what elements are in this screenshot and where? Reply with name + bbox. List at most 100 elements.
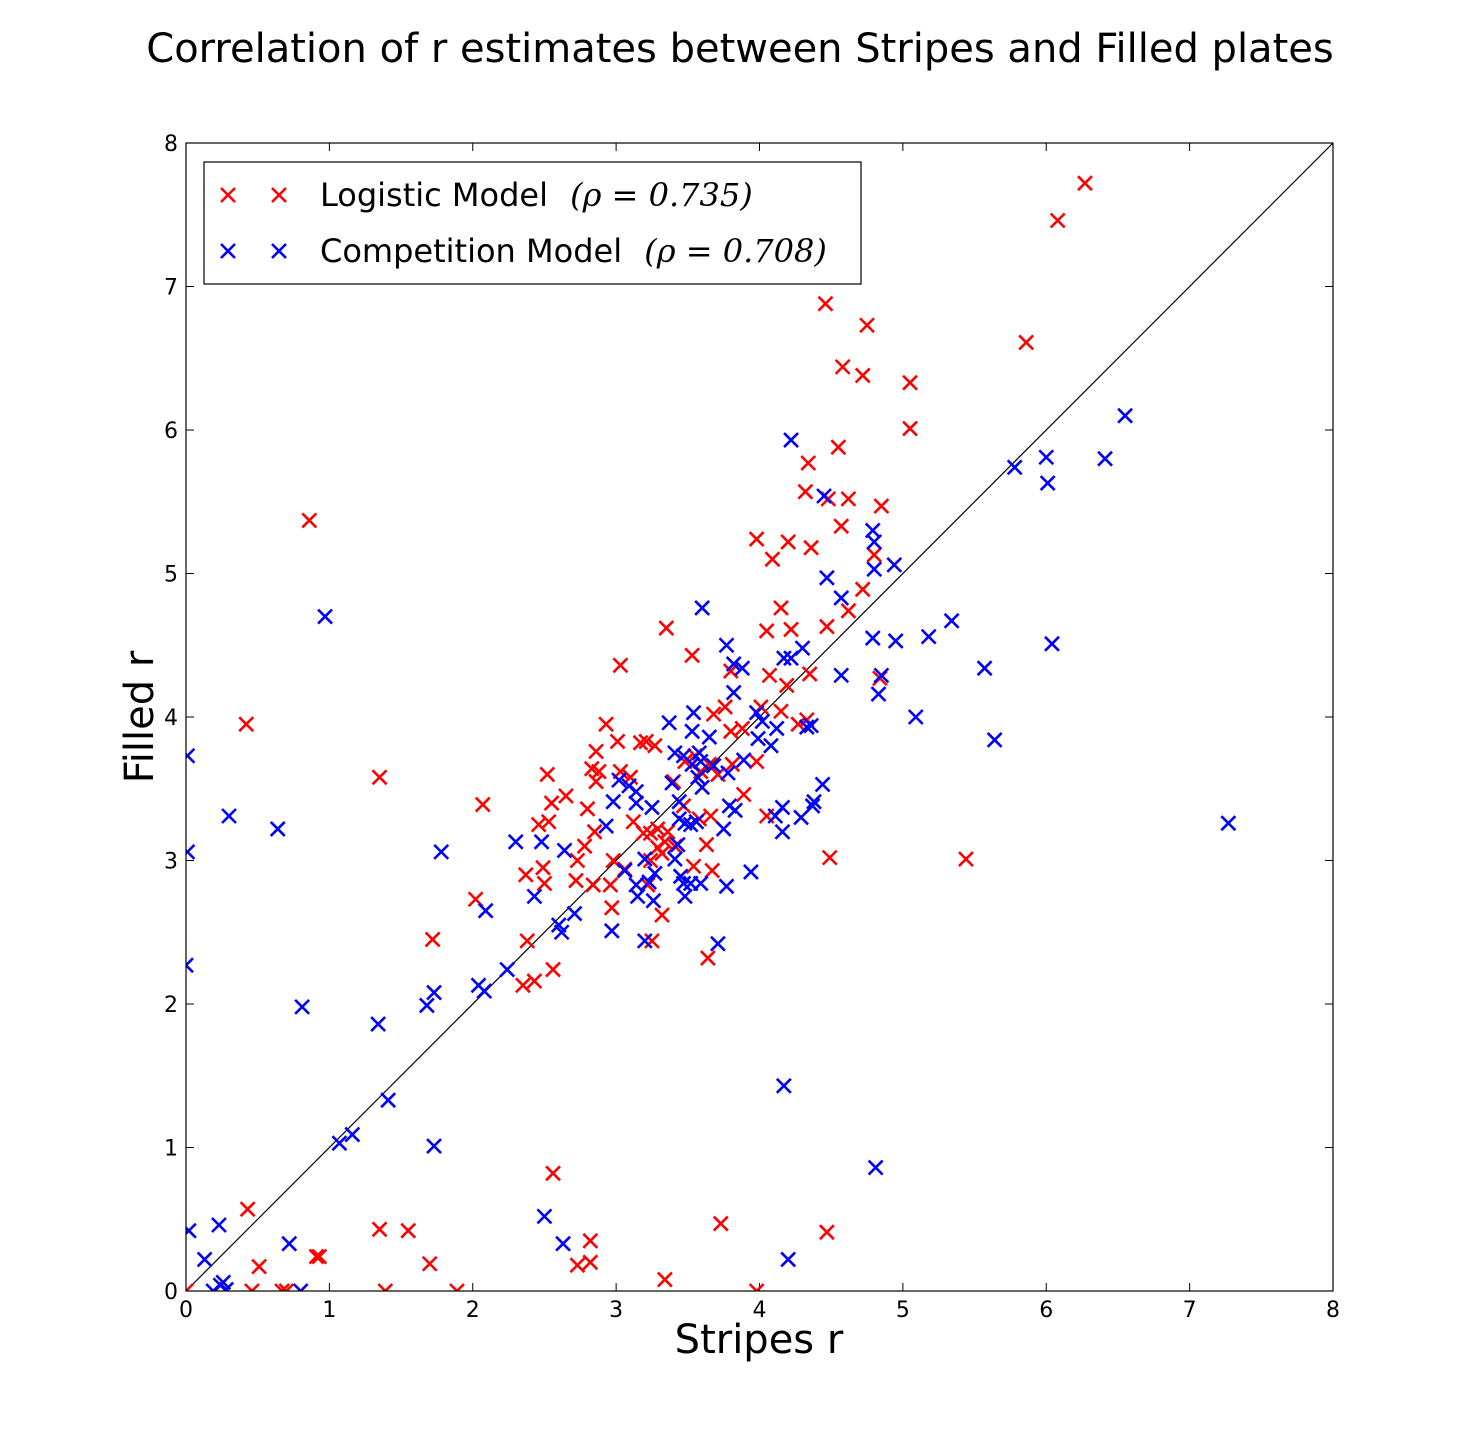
logistic-point	[400, 1222, 417, 1239]
competition-point	[689, 769, 706, 786]
competition-point	[710, 935, 726, 952]
legend-marker-logistic	[220, 187, 236, 203]
logistic-point	[658, 620, 675, 636]
competition-point	[603, 922, 620, 939]
competition-point	[426, 984, 442, 1001]
logistic-point	[377, 1283, 394, 1291]
competition-point	[418, 997, 435, 1014]
competition-point	[669, 836, 686, 853]
competition-point	[605, 793, 622, 810]
competition-point	[684, 756, 701, 773]
x-tick-label: 2	[466, 1298, 480, 1323]
legend-competition-rho: (ρ = 0.708)	[644, 232, 827, 270]
chart-title: Correlation of r estimates between Strip…	[146, 26, 1333, 72]
logistic-point	[517, 866, 534, 883]
competition-point	[793, 809, 809, 826]
competition-point	[380, 1092, 397, 1109]
competition-point	[1097, 450, 1113, 467]
logistic-point	[684, 647, 701, 664]
competition-point	[688, 813, 705, 830]
logistic-point	[582, 1232, 599, 1249]
y-tick-label: 6	[164, 419, 178, 444]
logistic-point	[371, 1221, 388, 1238]
competition-point	[685, 704, 702, 721]
logistic-point	[598, 716, 615, 733]
competition-point	[526, 888, 543, 905]
logistic-point	[588, 773, 604, 790]
competition-point	[867, 1159, 884, 1176]
logistic-point	[371, 769, 388, 786]
legend-logistic-rho: (ρ = 0.735)	[570, 176, 753, 214]
x-tick-label: 5	[896, 1298, 910, 1323]
logistic-point	[519, 932, 536, 949]
legend-box	[203, 161, 862, 285]
logistic-point	[278, 1283, 295, 1291]
logistic-point	[543, 795, 560, 812]
competition-point	[664, 775, 680, 791]
x-tick-label: 1	[322, 1298, 336, 1323]
plot-frame	[185, 142, 1334, 1292]
x-tick-label: 7	[1183, 1298, 1197, 1323]
competition-point	[507, 833, 524, 850]
competition-point	[873, 667, 890, 684]
logistic-point	[722, 723, 739, 740]
competition-point	[628, 795, 645, 812]
competition-point	[864, 630, 881, 646]
competition-point	[646, 865, 663, 882]
logistic-point	[558, 788, 574, 804]
logistic-point	[545, 961, 561, 978]
logistic-point	[698, 836, 715, 853]
logistic-point	[800, 455, 817, 471]
competition-point	[754, 713, 771, 730]
logistic-point	[642, 825, 659, 842]
logistic-point	[773, 703, 789, 720]
logistic-point	[569, 852, 586, 869]
logistic-point	[705, 706, 722, 723]
competition-point	[725, 655, 742, 672]
logistic-point	[308, 1248, 325, 1265]
competition-point	[986, 732, 1003, 748]
competition-point	[742, 864, 759, 880]
y-tick-label: 8	[164, 132, 178, 157]
logistic-point	[821, 849, 838, 866]
competition-point	[186, 747, 196, 764]
data-points	[186, 175, 1237, 1291]
logistic-point	[685, 858, 702, 875]
competition-point	[976, 660, 993, 677]
logistic-point	[748, 531, 765, 547]
competition-point	[705, 757, 722, 774]
competition-point	[768, 720, 785, 737]
competition-point	[767, 808, 784, 824]
competition-point	[556, 842, 573, 859]
competition-point	[317, 608, 333, 625]
logistic-point	[535, 859, 551, 876]
y-tick-label: 5	[164, 563, 178, 588]
logistic-point	[449, 1283, 465, 1291]
logistic-point	[859, 317, 875, 334]
logistic-point	[421, 1255, 438, 1272]
legend-logistic-name: Logistic Model	[320, 176, 548, 214]
logistic-point	[854, 367, 871, 384]
competition-point	[798, 719, 815, 735]
logistic-point	[545, 1165, 561, 1182]
competition-point	[499, 961, 516, 978]
logistic-point	[902, 374, 918, 391]
logistic-point	[1077, 175, 1093, 192]
logistic-point	[712, 1215, 729, 1232]
legend-competition-name: Competition Model	[320, 232, 622, 270]
logistic-point	[833, 518, 850, 535]
competition-point	[715, 821, 732, 837]
competition-point	[763, 737, 779, 754]
competition-point	[218, 1281, 235, 1291]
logistic-point	[801, 666, 818, 682]
competition-point	[433, 843, 450, 860]
legend-marker-competition	[271, 243, 287, 259]
competition-point	[750, 730, 766, 747]
competition-point	[694, 600, 711, 616]
logistic-point	[659, 823, 676, 840]
competition-point	[292, 1283, 309, 1291]
competition-point	[553, 924, 570, 941]
competition-point	[555, 1235, 571, 1252]
y-tick-label: 1	[164, 1137, 178, 1162]
competition-point	[641, 874, 658, 890]
